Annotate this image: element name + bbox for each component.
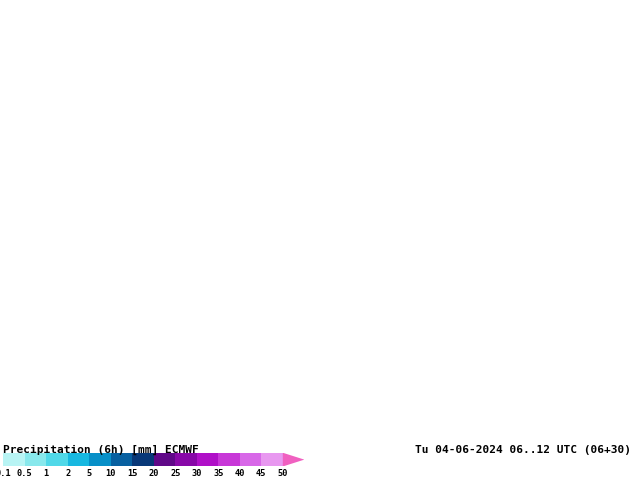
- Bar: [89, 453, 111, 466]
- Text: 0.1: 0.1: [0, 469, 11, 478]
- Bar: [46, 453, 68, 466]
- Bar: [68, 453, 89, 466]
- Text: 0.5: 0.5: [17, 469, 32, 478]
- Text: 40: 40: [235, 469, 245, 478]
- Text: 35: 35: [213, 469, 224, 478]
- Text: 20: 20: [148, 469, 159, 478]
- Text: 5: 5: [87, 469, 92, 478]
- Text: Tu 04-06-2024 06..12 UTC (06+30): Tu 04-06-2024 06..12 UTC (06+30): [415, 445, 631, 455]
- Bar: [25, 453, 46, 466]
- Bar: [218, 453, 240, 466]
- Text: 30: 30: [191, 469, 202, 478]
- Bar: [133, 453, 153, 466]
- Bar: [3, 453, 25, 466]
- Text: 50: 50: [278, 469, 288, 478]
- Text: 2: 2: [65, 469, 70, 478]
- Bar: [240, 453, 261, 466]
- Text: 10: 10: [105, 469, 116, 478]
- Bar: [111, 453, 133, 466]
- Text: 1: 1: [44, 469, 49, 478]
- Text: 25: 25: [170, 469, 181, 478]
- Polygon shape: [283, 453, 304, 466]
- Bar: [153, 453, 175, 466]
- Text: 45: 45: [256, 469, 266, 478]
- Bar: [197, 453, 218, 466]
- Text: 15: 15: [127, 469, 138, 478]
- Text: Precipitation (6h) [mm] ECMWF: Precipitation (6h) [mm] ECMWF: [3, 445, 199, 455]
- Bar: [261, 453, 283, 466]
- Bar: [175, 453, 197, 466]
